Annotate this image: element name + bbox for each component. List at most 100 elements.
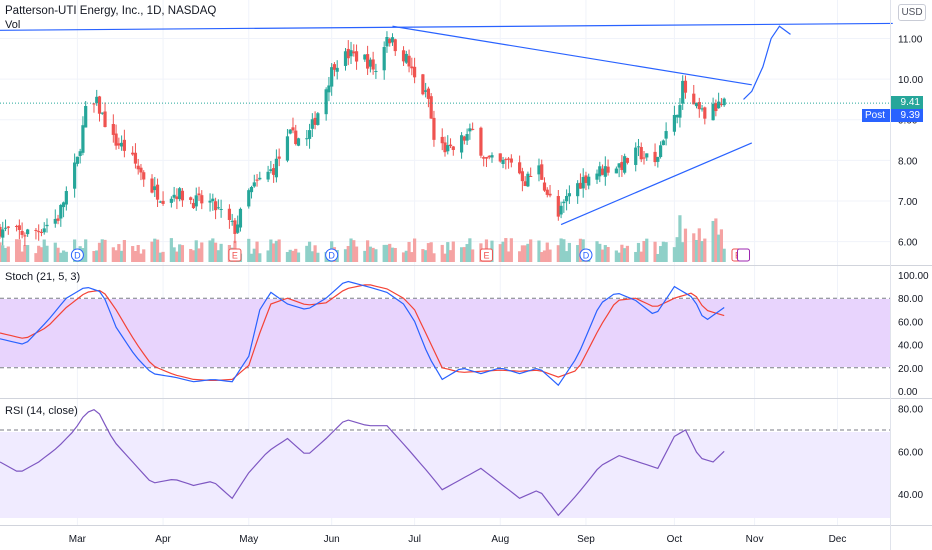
candle-body[interactable] (191, 202, 196, 209)
candle-body[interactable] (658, 145, 663, 158)
candle-body[interactable] (354, 51, 359, 62)
candle-body[interactable] (490, 155, 494, 158)
candle-body[interactable] (23, 235, 27, 237)
candle-body[interactable] (285, 136, 290, 161)
candle-body[interactable] (576, 183, 580, 197)
candle-body[interactable] (448, 144, 453, 147)
candle-body[interactable] (155, 184, 160, 200)
candle-body[interactable] (332, 64, 337, 70)
candle-body[interactable] (537, 165, 541, 175)
candle-body[interactable] (291, 127, 295, 131)
candle-body[interactable] (523, 181, 527, 186)
candle-body[interactable] (520, 171, 524, 182)
candle-body[interactable] (681, 80, 685, 104)
candle-body[interactable] (294, 130, 298, 145)
candle-body[interactable] (462, 136, 466, 141)
candle-body[interactable] (711, 103, 715, 121)
rsi-series[interactable] (0, 409, 725, 517)
candle-body[interactable] (95, 96, 99, 104)
trendline[interactable] (392, 25, 752, 86)
event-markers[interactable]: DEDEDE (70, 248, 751, 262)
candle-body[interactable] (388, 38, 392, 44)
candle-body[interactable] (296, 138, 301, 146)
candle-body[interactable] (172, 194, 176, 198)
candle-body[interactable] (368, 59, 372, 67)
earnings-marker[interactable] (479, 248, 493, 262)
candle-body[interactable] (653, 151, 657, 163)
candle-body[interactable] (366, 54, 370, 69)
candle-body[interactable] (540, 164, 544, 180)
candle-body[interactable] (506, 158, 511, 160)
currency-button[interactable]: USD (898, 4, 926, 21)
trendline[interactable] (0, 22, 893, 31)
candle-body[interactable] (349, 50, 353, 57)
candle-body[interactable] (216, 207, 220, 209)
candle-body[interactable] (324, 89, 328, 115)
candle-body[interactable] (487, 155, 491, 158)
candle-body[interactable] (158, 201, 162, 203)
candle-body[interactable] (249, 187, 254, 193)
earnings-marker[interactable] (228, 248, 242, 262)
candle-body[interactable] (277, 156, 281, 159)
candle-body[interactable] (432, 117, 436, 140)
candle-body[interactable] (620, 162, 624, 171)
candle-body[interactable] (330, 67, 334, 87)
candle-body[interactable] (100, 112, 104, 114)
candle-body[interactable] (219, 208, 223, 210)
candle-body[interactable] (664, 131, 668, 139)
candle-body[interactable] (161, 200, 165, 204)
candle-body[interactable] (45, 224, 49, 227)
candle-body[interactable] (617, 163, 621, 168)
candle-body[interactable] (625, 157, 630, 163)
candle-body[interactable] (1, 229, 5, 238)
candle-body[interactable] (227, 208, 232, 220)
candle-body[interactable] (269, 169, 273, 171)
candle-body[interactable] (567, 193, 571, 197)
candle-body[interactable] (559, 205, 563, 215)
candle-body[interactable] (53, 218, 57, 224)
candle-body[interactable] (545, 189, 549, 195)
candle-body[interactable] (189, 197, 193, 200)
candle-body[interactable] (335, 67, 339, 72)
candle-body[interactable] (39, 231, 44, 233)
candle-body[interactable] (642, 157, 646, 159)
candle-body[interactable] (692, 93, 696, 105)
candle-body[interactable] (363, 54, 367, 60)
candle-body[interactable] (213, 201, 218, 211)
candle-body[interactable] (636, 146, 641, 148)
candle-body[interactable] (230, 220, 234, 222)
candle-body[interactable] (288, 129, 292, 134)
candle-body[interactable] (656, 156, 660, 162)
candle-body[interactable] (346, 48, 350, 59)
candle-body[interactable] (401, 50, 406, 62)
candle-body[interactable] (471, 128, 475, 130)
candle-body[interactable] (61, 202, 66, 208)
candle-body[interactable] (482, 157, 486, 159)
candle-body[interactable] (479, 127, 483, 156)
candle-body[interactable] (122, 139, 126, 151)
candle-body[interactable] (238, 208, 243, 228)
candlestick-series[interactable] (0, 31, 726, 246)
candle-body[interactable] (443, 142, 447, 153)
candle-body[interactable] (274, 158, 278, 178)
candle-body[interactable] (78, 151, 82, 156)
candle-body[interactable] (255, 179, 259, 181)
candle-body[interactable] (385, 37, 389, 47)
candle-body[interactable] (133, 152, 138, 164)
candle-body[interactable] (518, 162, 522, 174)
candle-body[interactable] (404, 53, 408, 63)
candle-body[interactable] (84, 106, 88, 128)
candle-body[interactable] (14, 226, 19, 228)
candle-body[interactable] (639, 147, 643, 160)
candle-body[interactable] (117, 143, 121, 146)
candle-body[interactable] (97, 96, 102, 114)
candle-body[interactable] (675, 114, 679, 118)
candle-body[interactable] (504, 159, 508, 161)
candle-body[interactable] (565, 195, 569, 202)
candle-body[interactable] (327, 85, 331, 93)
candle-body[interactable] (197, 193, 201, 196)
candle-body[interactable] (465, 134, 469, 141)
candle-body[interactable] (424, 90, 428, 92)
candle-body[interactable] (393, 39, 397, 52)
stoch-k-line[interactable] (0, 280, 725, 387)
